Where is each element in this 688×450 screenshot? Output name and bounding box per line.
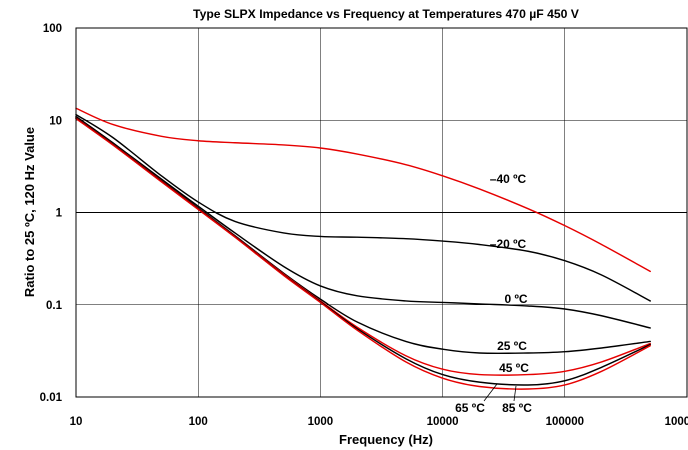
chart-title: Type SLPX Impedance vs Frequency at Temp… (193, 7, 580, 21)
series-line-25-c (75, 116, 651, 355)
annotation-layer: –40 ºC –20 ºC 0 ºC 25 ºC 45 ºC 65 ºC 85 ºC (455, 172, 532, 415)
y-tick-label-10: 10 (49, 115, 62, 127)
x-axis-label: Frequency (Hz) (339, 432, 433, 447)
series-line-45-c (75, 117, 651, 376)
curve-label-65-c: 65 ºC (455, 401, 485, 415)
curve-label-minus-40-c: –40 ºC (490, 172, 527, 186)
x-tick-label-1000: 1000 (308, 416, 334, 428)
curve-label-85-c: 85 ºC (502, 401, 532, 415)
x-tick-label-100000: 100000 (546, 416, 584, 428)
leader-line-65-c (483, 383, 498, 402)
curve-label-0-c: 0 ºC (504, 292, 527, 306)
y-tick-layer: 0.01 0.1 1 10 100 (40, 23, 63, 404)
series-layer (75, 107, 651, 390)
y-tick-label-0-01: 0.01 (40, 392, 63, 404)
series-line-minus-40-c (75, 107, 651, 273)
series-line-85-c (75, 117, 651, 390)
series-line-minus-20-c (75, 113, 651, 302)
curve-label-45-c: 45 ºC (499, 361, 529, 375)
y-tick-label-100: 100 (43, 23, 62, 35)
series-line-65-c (75, 117, 651, 386)
y-tick-label-0-1: 0.1 (46, 300, 63, 312)
plot-frame (75, 27, 688, 398)
y-axis-label: Ratio to 25 ºC, 120 Hz Value (22, 127, 37, 297)
curve-label-minus-20-c: –20 ºC (490, 237, 527, 251)
x-tick-label-1000000: 1000000 (665, 416, 688, 428)
leader-line-85-c (513, 385, 517, 402)
y-tick-label-1: 1 (56, 208, 63, 220)
x-tick-label-100: 100 (189, 416, 208, 428)
series-line-0-c (75, 115, 651, 329)
x-tick-layer: 10 100 1000 10000 100000 1000000 (70, 416, 688, 428)
x-tick-label-10: 10 (70, 416, 83, 428)
x-tick-label-10000: 10000 (427, 416, 459, 428)
curve-label-25-c: 25 ºC (497, 339, 527, 353)
